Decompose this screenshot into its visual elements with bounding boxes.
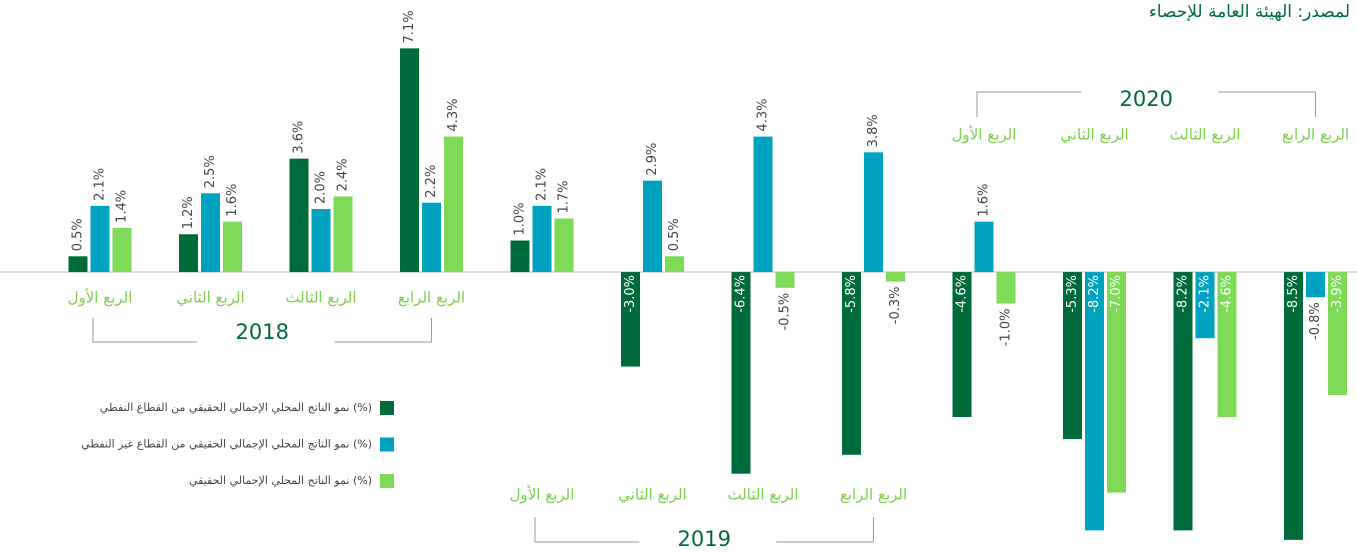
bar	[974, 221, 994, 273]
x-tick-label: الربع الثاني	[1060, 126, 1128, 145]
x-tick-label: الربع الثالث	[1169, 126, 1240, 144]
value-label: 1.6%	[977, 184, 992, 217]
x-tick-label: الربع الأول	[952, 125, 1017, 144]
value-label: 1.4%	[115, 190, 130, 223]
value-label: -3.9%	[1330, 275, 1345, 313]
value-label: 4.3%	[446, 99, 461, 132]
year-label: 2018	[236, 320, 289, 344]
bar	[289, 158, 309, 273]
bar	[1328, 272, 1347, 395]
bar	[643, 180, 662, 273]
bar	[179, 234, 198, 273]
bar	[886, 272, 905, 282]
value-label: 1.2%	[181, 196, 196, 229]
source: لمصدر: الهيئة العامة للإحصاء	[1149, 2, 1350, 22]
bar	[510, 240, 530, 273]
bar	[422, 202, 441, 273]
bar	[1217, 272, 1237, 417]
value-label: 3.8%	[866, 114, 881, 147]
value-label: 1.6%	[225, 184, 240, 217]
bar	[731, 272, 751, 474]
bar	[1173, 272, 1193, 531]
x-tick-label: الربع الثاني	[618, 486, 686, 505]
bar	[532, 205, 552, 273]
value-label: -0.5%	[778, 293, 793, 331]
bar	[952, 272, 972, 417]
value-label: -1.0%	[999, 309, 1014, 347]
bar	[665, 256, 684, 273]
bar	[444, 136, 463, 273]
bar	[775, 272, 795, 288]
bar	[554, 218, 574, 273]
bar	[1085, 272, 1104, 531]
value-label: -4.6%	[1220, 275, 1235, 313]
x-tick-label: الربع الرابع	[398, 289, 465, 307]
value-label: 2.4%	[336, 158, 351, 191]
bar	[996, 272, 1016, 304]
value-label: 7.1%	[402, 10, 417, 43]
bar	[1306, 272, 1325, 298]
value-label: 2.1%	[535, 168, 550, 201]
bar	[1195, 272, 1215, 339]
value-label: -6.4%	[734, 275, 749, 313]
x-tick-label: الربع الأول	[68, 288, 133, 307]
value-label: 0.5%	[667, 218, 682, 251]
year-label: 2020	[1120, 87, 1173, 111]
x-tick-label: الربع الرابع	[840, 486, 907, 504]
value-label: -0.8%	[1308, 302, 1323, 340]
bar	[223, 221, 242, 273]
bracket	[92, 318, 432, 343]
value-label: -5.8%	[844, 275, 859, 313]
bar	[68, 256, 88, 273]
bar	[400, 48, 419, 273]
value-label: -8.2%	[1087, 275, 1102, 313]
value-label: 4.3%	[756, 99, 771, 132]
value-label: -3.0%	[623, 275, 638, 313]
bar	[90, 205, 110, 273]
value-label: 1.7%	[557, 180, 572, 213]
bar	[621, 272, 640, 367]
x-tick-label: الربع الثالث	[285, 289, 356, 307]
value-label: 2.0%	[314, 171, 329, 204]
value-label: -0.3%	[888, 287, 903, 325]
bar	[842, 272, 861, 455]
bar	[112, 227, 132, 273]
value-label: -8.2%	[1176, 275, 1191, 313]
value-label: 0.5%	[71, 218, 86, 251]
legend-swatch	[380, 401, 394, 415]
value-label: 2.5%	[203, 155, 218, 188]
value-label: 2.9%	[645, 143, 660, 176]
x-tick-label: الربع الأول	[510, 485, 575, 504]
value-label: -7.0%	[1109, 275, 1124, 313]
x-tick-label: الربع الثالث	[727, 486, 798, 504]
legend-label: نمو الناتج المحلي الإجمالي الحقيقي من ال…	[100, 401, 372, 414]
bracket	[976, 91, 1316, 117]
bar	[864, 152, 883, 273]
value-label: 2.1%	[93, 168, 108, 201]
year-label: 2019	[678, 527, 731, 551]
bar	[1284, 272, 1303, 540]
legend-label: نمو الناتج المحلي الإجمالي الحقيقي من ال…	[81, 438, 372, 451]
bar	[753, 136, 773, 273]
bar	[311, 209, 331, 273]
legend-swatch	[380, 474, 394, 488]
value-label: -5.3%	[1065, 275, 1080, 313]
value-label: 1.0%	[513, 203, 528, 236]
bracket	[534, 517, 874, 543]
bar	[1063, 272, 1082, 440]
value-label: -4.6%	[955, 275, 970, 313]
bar	[1107, 272, 1126, 493]
bar	[201, 193, 220, 273]
value-label: 3.6%	[292, 121, 307, 154]
legend-label: نمو الناتج المحلي الإجمالي الحقيقي (%)	[189, 474, 372, 487]
x-tick-label: الربع الرابع	[1282, 126, 1349, 144]
x-tick-label: الربع الثاني	[176, 289, 244, 308]
value-label: -8.5%	[1286, 275, 1301, 313]
value-label: 2.2%	[424, 165, 439, 198]
legend-swatch	[380, 437, 394, 452]
value-label: -2.1%	[1198, 275, 1213, 313]
bar	[333, 196, 353, 273]
